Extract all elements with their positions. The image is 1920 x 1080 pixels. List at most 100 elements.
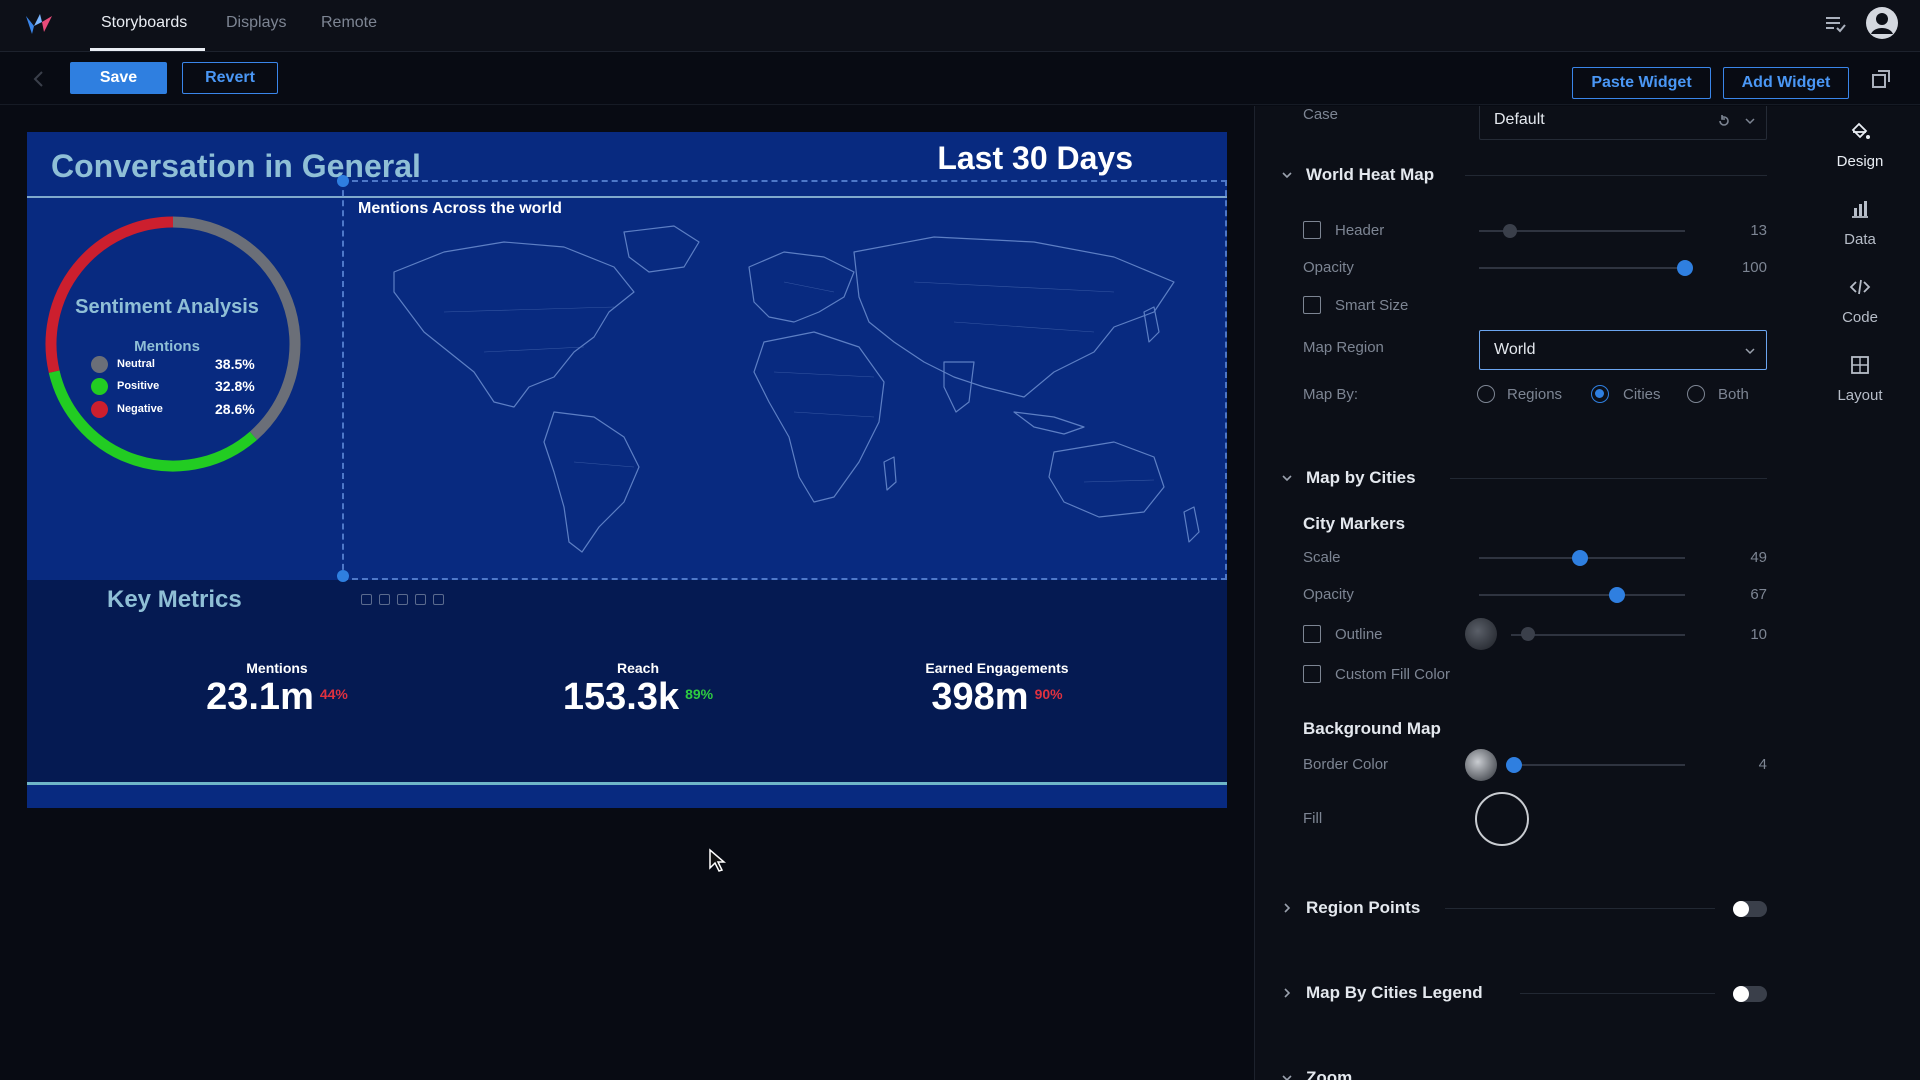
- border-slider-track[interactable]: [1511, 764, 1685, 766]
- trash-icon[interactable]: [361, 594, 372, 605]
- expand-chevron-icon[interactable]: [1281, 987, 1293, 999]
- collapse-chevron-icon[interactable]: [1281, 472, 1293, 484]
- donut-slice-neutral[interactable]: [172, 216, 301, 440]
- custom-fill-checkbox[interactable]: [1303, 665, 1321, 683]
- scale-value: 49: [1750, 549, 1767, 566]
- sentiment-subtitle: Mentions: [134, 338, 200, 355]
- section-region-points[interactable]: Region Points: [1306, 898, 1421, 917]
- legend-toggle[interactable]: [1733, 986, 1767, 1002]
- panel-side-tabs: Design Data Code Layout: [1800, 106, 1920, 1080]
- continent-australia: [1048, 441, 1165, 518]
- header-checkbox[interactable]: [1303, 221, 1321, 239]
- map-by-cities-label[interactable]: Cities: [1623, 386, 1661, 403]
- section-map-by-cities[interactable]: Map by Cities: [1306, 468, 1416, 487]
- continent-south-america: [543, 411, 640, 553]
- metric-mentions[interactable]: Mentions 23.1m 44%: [167, 660, 387, 719]
- opacity-slider-knob[interactable]: [1677, 260, 1693, 276]
- section-world-heat-map[interactable]: World Heat Map: [1306, 165, 1435, 184]
- sentiment-donut-chart[interactable]: [39, 210, 307, 478]
- expand-chevron-icon[interactable]: [1281, 902, 1293, 914]
- map-by-both-radio[interactable]: [1687, 385, 1705, 403]
- island-new-zealand: [1183, 506, 1200, 543]
- app-logo-icon[interactable]: [24, 12, 54, 36]
- tab-remote[interactable]: Remote: [321, 14, 378, 31]
- top-nav: Storyboards Displays Remote: [0, 0, 1920, 52]
- sidetab-label: Design: [1836, 153, 1884, 170]
- metric-earned-engagements[interactable]: Earned Engagements 398m 90%: [877, 660, 1117, 719]
- dashboard-title[interactable]: Conversation in General: [51, 148, 421, 184]
- world-heat-map-widget[interactable]: Mentions Across the world: [337, 175, 1227, 582]
- donut-slice-negative[interactable]: [45, 216, 174, 373]
- revert-button[interactable]: Revert: [182, 62, 278, 94]
- metric-change: 90%: [1034, 686, 1063, 702]
- map-by-cities-radio[interactable]: [1591, 385, 1609, 403]
- border-color-swatch[interactable]: [1465, 749, 1497, 781]
- storyboard-toolbar: Save Revert Paste Widget Add Widget: [0, 53, 1920, 105]
- add-widget-button[interactable]: Add Widget: [1723, 67, 1849, 99]
- sidetab-layout[interactable]: Layout: [1800, 354, 1920, 404]
- custom-fill-label: Custom Fill Color: [1335, 666, 1451, 683]
- expand-window-icon[interactable]: [1871, 69, 1891, 89]
- header-slider-knob[interactable]: [1502, 224, 1517, 238]
- settings-icon[interactable]: [433, 594, 444, 605]
- resize-handle-top-left[interactable]: [337, 175, 349, 187]
- legend-label: Negative: [117, 403, 163, 415]
- drop-icon[interactable]: [415, 594, 426, 605]
- map-by-both-label[interactable]: Both: [1718, 386, 1749, 403]
- scale-slider-knob[interactable]: [1571, 550, 1588, 566]
- tab-displays[interactable]: Displays: [226, 14, 287, 31]
- city-opacity-slider-track[interactable]: [1479, 594, 1685, 596]
- paste-icon[interactable]: [397, 594, 408, 605]
- section-zoom[interactable]: Zoom: [1306, 1068, 1353, 1080]
- legend-value: 28.6%: [215, 401, 255, 417]
- section-map-by-cities-legend[interactable]: Map By Cities Legend: [1306, 983, 1483, 1002]
- region-points-toggle[interactable]: [1733, 901, 1767, 917]
- header-slider-track[interactable]: [1479, 230, 1685, 232]
- map-by-regions-label[interactable]: Regions: [1507, 386, 1563, 403]
- sidetab-data[interactable]: Data: [1800, 198, 1920, 248]
- outline-checkbox[interactable]: [1303, 625, 1321, 643]
- sidetab-design[interactable]: Design: [1800, 120, 1920, 170]
- smart-size-checkbox[interactable]: [1303, 296, 1321, 314]
- fill-label: Fill: [1303, 810, 1323, 827]
- opacity-label: Opacity: [1303, 586, 1354, 603]
- tab-storyboards[interactable]: Storyboards: [101, 14, 188, 31]
- paste-widget-button[interactable]: Paste Widget: [1572, 67, 1711, 99]
- border-slider-knob[interactable]: [1506, 757, 1523, 773]
- save-button[interactable]: Save: [70, 62, 167, 94]
- fill-color-swatch[interactable]: [1475, 792, 1529, 846]
- border-color-label: Border Color: [1303, 756, 1389, 773]
- donut-slice-positive[interactable]: [48, 370, 258, 472]
- legend-item-positive: Positive 32.8%: [91, 378, 271, 396]
- widget-mini-toolbar: [361, 592, 451, 610]
- reset-icon[interactable]: [1716, 113, 1732, 129]
- collapse-chevron-icon[interactable]: [1281, 1072, 1293, 1080]
- map-by-regions-radio[interactable]: [1477, 385, 1495, 403]
- back-chevron-icon[interactable]: [32, 70, 44, 88]
- copy-icon[interactable]: [379, 594, 390, 605]
- list-check-icon[interactable]: [1824, 14, 1846, 34]
- collapse-chevron-icon[interactable]: [1281, 169, 1293, 181]
- scale-label: Scale: [1303, 549, 1341, 566]
- storyboard-canvas[interactable]: Conversation in General Last 30 Days Sen…: [27, 132, 1227, 808]
- sidetab-code[interactable]: Code: [1800, 276, 1920, 326]
- metric-change: 44%: [319, 686, 348, 702]
- outline-slider-track[interactable]: [1511, 634, 1685, 636]
- opacity-label: Opacity: [1303, 259, 1354, 276]
- dashboard-period[interactable]: Last 30 Days: [937, 140, 1133, 176]
- metric-reach[interactable]: Reach 153.3k 89%: [523, 660, 753, 719]
- map-region-select[interactable]: World: [1479, 330, 1767, 370]
- map-title: Mentions Across the world: [358, 200, 562, 217]
- city-opacity-slider-knob[interactable]: [1609, 587, 1626, 603]
- world-map[interactable]: [354, 212, 1214, 572]
- background-map-title: Background Map: [1303, 719, 1441, 738]
- resize-handle-bottom-left[interactable]: [337, 570, 349, 582]
- bar-chart-icon: [1852, 201, 1868, 218]
- opacity-slider-track[interactable]: [1479, 267, 1685, 269]
- chevron-down-icon[interactable]: [1744, 115, 1756, 127]
- metric-value: 23.1m: [206, 676, 314, 718]
- user-avatar-icon[interactable]: [1865, 6, 1899, 40]
- outline-color-swatch[interactable]: [1465, 618, 1497, 650]
- case-select[interactable]: Default: [1479, 106, 1767, 140]
- outline-slider-knob[interactable]: [1521, 627, 1536, 641]
